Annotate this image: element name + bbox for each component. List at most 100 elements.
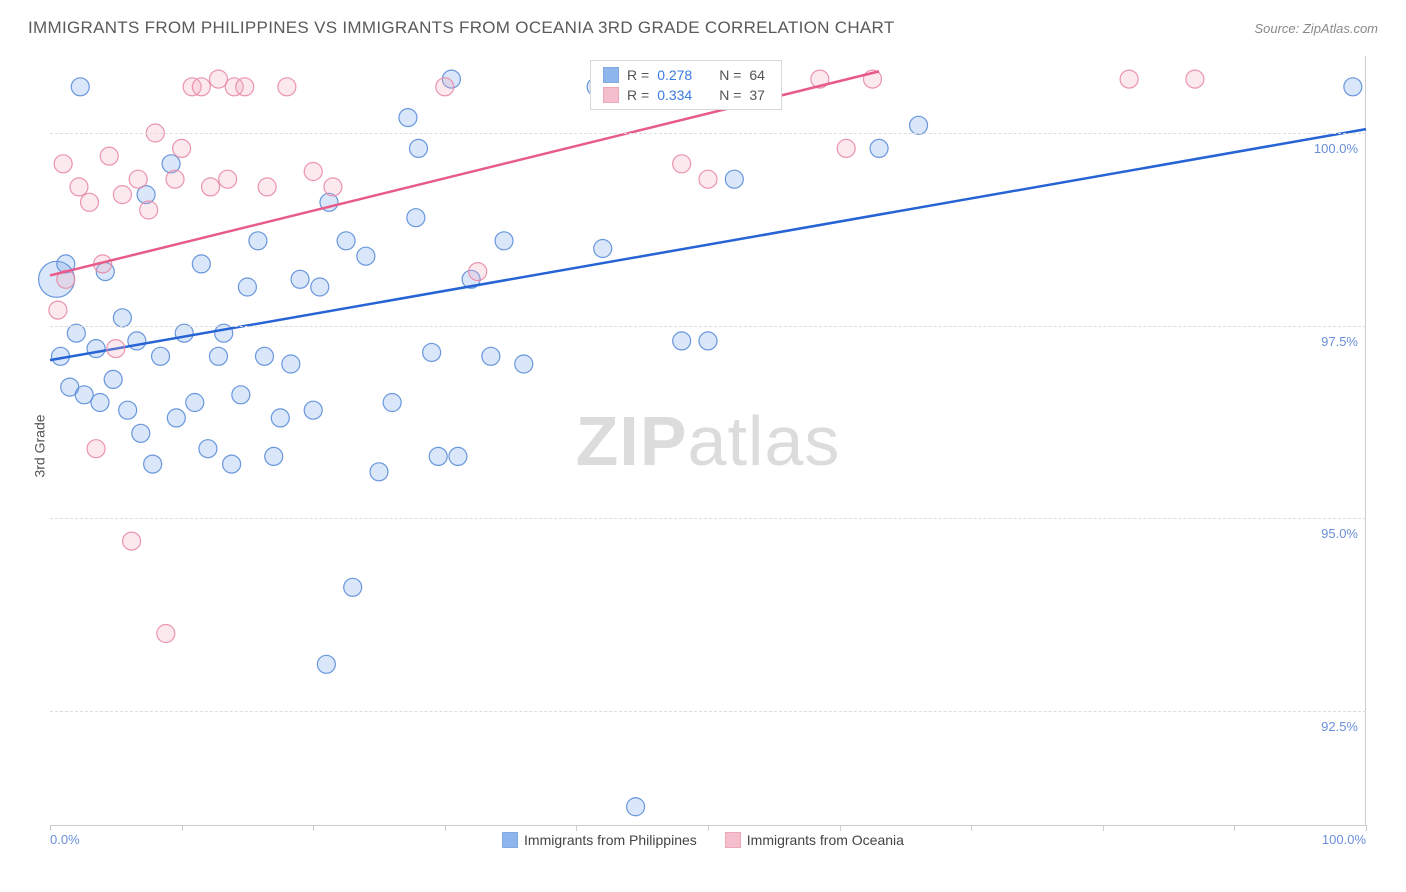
scatter-point <box>407 209 425 227</box>
scatter-point <box>166 170 184 188</box>
scatter-point <box>357 247 375 265</box>
scatter-point <box>291 270 309 288</box>
scatter-point <box>304 401 322 419</box>
scatter-point <box>699 332 717 350</box>
scatter-point <box>399 109 417 127</box>
legend-label-1: Immigrants from Philippines <box>524 832 697 848</box>
correlation-r-label-1: R = <box>627 67 649 83</box>
scatter-point <box>837 139 855 157</box>
x-tick <box>313 825 314 831</box>
y-tick-label: 97.5% <box>1321 334 1358 349</box>
legend-swatch-2 <box>725 832 741 848</box>
scatter-point <box>107 340 125 358</box>
scatter-point <box>236 78 254 96</box>
correlation-legend-box: R = 0.278 N = 64 R = 0.334 N = 37 <box>590 60 782 110</box>
scatter-point <box>209 347 227 365</box>
scatter-point <box>199 440 217 458</box>
scatter-point <box>409 139 427 157</box>
scatter-point <box>383 394 401 412</box>
scatter-point <box>910 116 928 134</box>
bottom-legend: Immigrants from Philippines Immigrants f… <box>0 832 1406 848</box>
scatter-point <box>87 340 105 358</box>
scatter-point <box>152 347 170 365</box>
scatter-point <box>673 332 691 350</box>
x-tick <box>1366 825 1367 831</box>
chart-source: Source: ZipAtlas.com <box>1254 21 1378 36</box>
scatter-point <box>699 170 717 188</box>
scatter-point <box>495 232 513 250</box>
gridline-h <box>50 326 1366 327</box>
scatter-point <box>429 447 447 465</box>
correlation-n-label-1: N = <box>719 67 741 83</box>
gridline-h <box>50 518 1366 519</box>
scatter-point <box>80 193 98 211</box>
scatter-point <box>317 655 335 673</box>
scatter-point <box>186 394 204 412</box>
scatter-point <box>324 178 342 196</box>
scatter-point <box>192 255 210 273</box>
scatter-point <box>627 798 645 816</box>
chart-title: IMMIGRANTS FROM PHILIPPINES VS IMMIGRANT… <box>28 18 895 38</box>
correlation-n-label-2: N = <box>719 87 741 103</box>
y-tick-label: 95.0% <box>1321 526 1358 541</box>
x-tick <box>971 825 972 831</box>
scatter-point <box>311 278 329 296</box>
scatter-point <box>113 309 131 327</box>
legend-item-2: Immigrants from Oceania <box>725 832 904 848</box>
scatter-point <box>482 347 500 365</box>
scatter-point <box>144 455 162 473</box>
correlation-row-2: R = 0.334 N = 37 <box>591 85 781 105</box>
legend-swatch-1 <box>502 832 518 848</box>
scatter-point <box>271 409 289 427</box>
gridline-h <box>50 711 1366 712</box>
x-tick <box>840 825 841 831</box>
scatter-point <box>175 324 193 342</box>
scatter-point <box>173 139 191 157</box>
scatter-point <box>249 232 267 250</box>
scatter-point <box>370 463 388 481</box>
scatter-point <box>594 240 612 258</box>
scatter-point <box>436 78 454 96</box>
y-tick-label: 100.0% <box>1314 141 1358 156</box>
correlation-r-value-2: 0.334 <box>657 87 701 103</box>
scatter-point <box>1344 78 1362 96</box>
scatter-point <box>100 147 118 165</box>
scatter-point <box>469 263 487 281</box>
scatter-point <box>282 355 300 373</box>
scatter-point <box>132 424 150 442</box>
correlation-r-label-2: R = <box>627 87 649 103</box>
scatter-point <box>67 324 85 342</box>
scatter-point <box>157 625 175 643</box>
x-tick <box>708 825 709 831</box>
scatter-point <box>344 578 362 596</box>
scatter-point <box>119 401 137 419</box>
scatter-point <box>167 409 185 427</box>
correlation-r-value-1: 0.278 <box>657 67 701 83</box>
scatter-point <box>515 355 533 373</box>
scatter-point <box>725 170 743 188</box>
scatter-point <box>54 155 72 173</box>
y-axis-label: 3rd Grade <box>32 414 48 477</box>
scatter-point <box>140 201 158 219</box>
correlation-swatch-1 <box>603 67 619 83</box>
correlation-swatch-2 <box>603 87 619 103</box>
scatter-point <box>202 178 220 196</box>
scatter-point <box>192 78 210 96</box>
scatter-point <box>304 163 322 181</box>
scatter-point <box>104 370 122 388</box>
scatter-point <box>278 78 296 96</box>
chart-header: IMMIGRANTS FROM PHILIPPINES VS IMMIGRANT… <box>28 18 1378 38</box>
scatter-point <box>870 139 888 157</box>
scatter-point <box>129 170 147 188</box>
scatter-point <box>423 343 441 361</box>
scatter-point <box>123 532 141 550</box>
scatter-point <box>223 455 241 473</box>
scatter-point <box>265 447 283 465</box>
correlation-row-1: R = 0.278 N = 64 <box>591 65 781 85</box>
x-tick <box>1103 825 1104 831</box>
scatter-point <box>215 324 233 342</box>
scatter-point <box>1186 70 1204 88</box>
legend-item-1: Immigrants from Philippines <box>502 832 697 848</box>
x-tick <box>576 825 577 831</box>
scatter-point <box>113 186 131 204</box>
